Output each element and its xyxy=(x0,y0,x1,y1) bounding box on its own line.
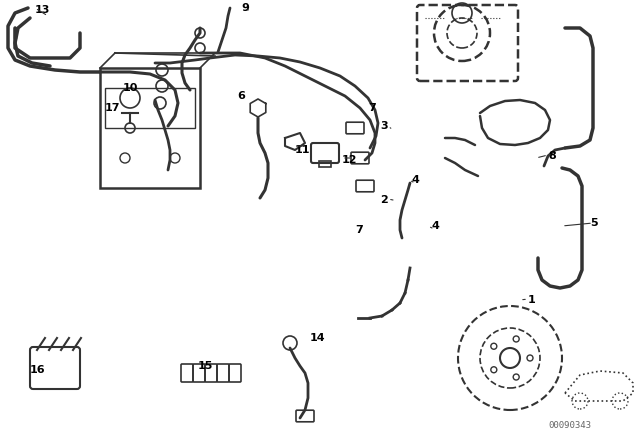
Text: 17: 17 xyxy=(104,103,120,113)
Text: 3: 3 xyxy=(380,121,388,131)
Text: 6: 6 xyxy=(237,91,245,101)
Text: 1: 1 xyxy=(528,295,536,305)
Text: 15: 15 xyxy=(198,361,213,371)
Text: 00090343: 00090343 xyxy=(548,421,591,430)
Text: 16: 16 xyxy=(30,365,45,375)
Text: 10: 10 xyxy=(123,83,138,93)
Bar xyxy=(105,88,195,128)
Text: 5: 5 xyxy=(590,218,598,228)
Text: 11: 11 xyxy=(295,145,310,155)
Text: 4: 4 xyxy=(412,175,420,185)
Text: 8: 8 xyxy=(548,151,556,161)
Text: 4: 4 xyxy=(432,221,440,231)
Text: 7: 7 xyxy=(368,103,376,113)
Bar xyxy=(319,161,331,167)
Bar xyxy=(100,68,200,188)
Text: 12: 12 xyxy=(342,155,358,165)
Text: 13: 13 xyxy=(35,5,51,15)
Text: 14: 14 xyxy=(310,333,326,343)
Text: 7: 7 xyxy=(355,225,363,235)
Text: 9: 9 xyxy=(241,3,249,13)
Text: 2: 2 xyxy=(380,195,388,205)
